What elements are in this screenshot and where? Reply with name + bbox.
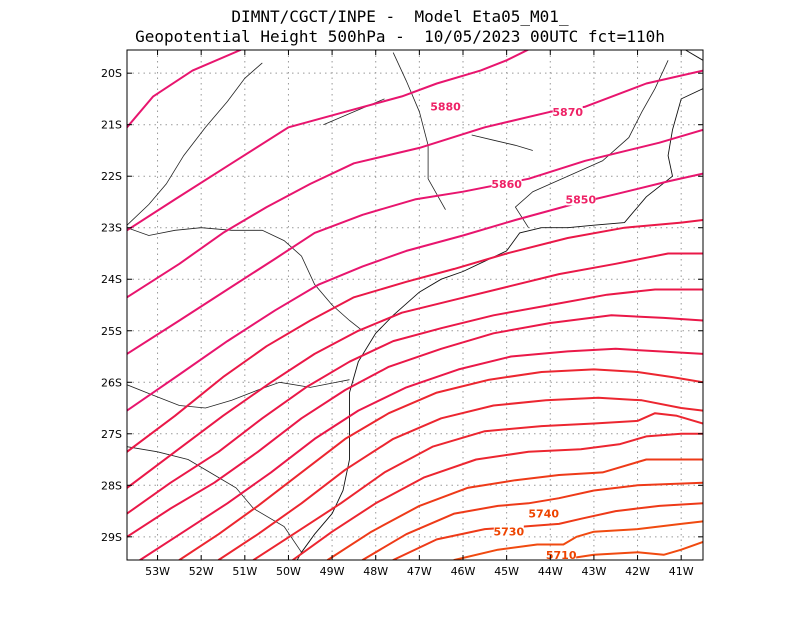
contour-line-5770 bbox=[252, 412, 703, 560]
state-border bbox=[514, 60, 669, 228]
contour-label-5710: 5710 bbox=[546, 549, 577, 562]
state-border bbox=[392, 52, 446, 210]
title-line-2: Geopotential Height 500hPa - 10/05/2023 … bbox=[135, 27, 665, 46]
lat-tick-label: 24S bbox=[101, 273, 122, 286]
lon-tick-label: 43W bbox=[581, 565, 606, 578]
contour-line-5850 bbox=[127, 172, 703, 412]
state-border bbox=[127, 379, 350, 409]
contour-label-bg bbox=[546, 547, 577, 561]
contour-line-5870 bbox=[127, 69, 703, 299]
lat-tick-label: 20S bbox=[101, 67, 122, 80]
lat-tick-label: 27S bbox=[101, 428, 122, 441]
contour-line-5760 bbox=[291, 432, 703, 560]
lon-tick-label: 49W bbox=[320, 565, 345, 578]
contour-lines bbox=[127, 50, 703, 560]
lon-tick-label: 48W bbox=[363, 565, 388, 578]
state-border bbox=[471, 134, 533, 151]
contour-line-5840 bbox=[127, 219, 703, 453]
contour-line-5710 bbox=[558, 541, 703, 560]
title-line-1: DIMNT/CGCT/INPE - Model Eta05_M01_ bbox=[231, 7, 569, 26]
contour-line-5790 bbox=[178, 368, 703, 560]
contour-label-5880: 5880 bbox=[430, 101, 461, 114]
contour-line-5890 bbox=[127, 50, 242, 129]
state-border bbox=[127, 62, 263, 226]
contour-line-5730 bbox=[392, 502, 703, 560]
contour-line-5820 bbox=[127, 288, 703, 515]
contour-label-bg bbox=[491, 176, 522, 190]
contour-label-5850: 5850 bbox=[566, 193, 597, 206]
contour-line-5880 bbox=[127, 50, 530, 232]
contour-line-5740 bbox=[361, 481, 703, 560]
contour-line-5750 bbox=[326, 458, 703, 560]
lat-tick-label: 25S bbox=[101, 325, 122, 338]
contour-line-5860 bbox=[127, 128, 703, 355]
lat-tick-label: 28S bbox=[101, 479, 122, 492]
contour-line-5780 bbox=[217, 396, 703, 560]
contour-label-bg bbox=[493, 524, 524, 538]
contour-label-5730: 5730 bbox=[494, 526, 525, 539]
lon-tick-label: 44W bbox=[538, 565, 563, 578]
contour-label-5860: 5860 bbox=[491, 178, 522, 191]
lon-tick-label: 46W bbox=[451, 565, 476, 578]
lon-tick-label: 53W bbox=[145, 565, 170, 578]
axis-ticks: 53W 52W 51W 50W 49W 48W 47W 46W 45W 44W 43W 42W 41W 2… bbox=[101, 50, 703, 578]
lon-tick-label: 41W bbox=[669, 565, 694, 578]
lon-tick-label: 52W bbox=[189, 565, 214, 578]
coastline-segment bbox=[685, 50, 703, 61]
lat-tick-label: 23S bbox=[101, 222, 122, 235]
contour-line-5830 bbox=[127, 252, 703, 489]
lat-tick-label: 29S bbox=[101, 531, 122, 544]
contour-line-5800 bbox=[139, 347, 703, 560]
lon-tick-label: 50W bbox=[276, 565, 301, 578]
contour-label-5870: 5870 bbox=[552, 106, 583, 119]
lon-tick-label: 45W bbox=[494, 565, 519, 578]
coastline-segment bbox=[296, 88, 703, 560]
lon-tick-label: 47W bbox=[407, 565, 432, 578]
contour-line-5810 bbox=[127, 314, 703, 538]
contour-label-bg bbox=[430, 99, 461, 113]
state-border bbox=[127, 446, 302, 553]
contour-label-5740: 5740 bbox=[528, 508, 559, 521]
lat-tick-label: 21S bbox=[101, 119, 122, 132]
lon-tick-label: 51W bbox=[232, 565, 257, 578]
gridlines bbox=[127, 50, 703, 560]
plot-frame bbox=[126, 49, 704, 561]
lon-tick-label: 42W bbox=[625, 565, 650, 578]
lat-tick-label: 26S bbox=[101, 376, 122, 389]
political-borders bbox=[127, 52, 669, 553]
contour-label-bg bbox=[552, 104, 583, 118]
contour-label-bg bbox=[528, 506, 559, 520]
lat-tick-label: 22S bbox=[101, 170, 122, 183]
contour-label-bg bbox=[565, 192, 596, 206]
contour-line-5720 bbox=[453, 520, 703, 560]
